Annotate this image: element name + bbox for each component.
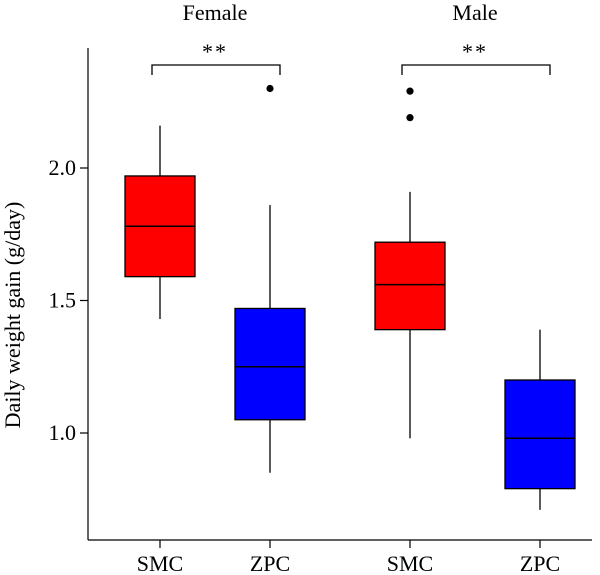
box-smc bbox=[374, 241, 446, 331]
significance-bracket bbox=[151, 64, 281, 75]
group-label: Male bbox=[452, 0, 497, 25]
box-zpc bbox=[234, 307, 306, 421]
outlier-point bbox=[406, 87, 414, 95]
significance-bracket bbox=[401, 64, 551, 75]
y-tick-label: 1.0 bbox=[49, 420, 77, 445]
y-tick-label: 2.0 bbox=[49, 155, 77, 180]
x-tick-label: SMC bbox=[387, 551, 433, 575]
significance-label: ** bbox=[202, 39, 228, 64]
x-tick-label: ZPC bbox=[250, 551, 290, 575]
axes-layer: 1.0 1.5 2.0 SMC ZPC SMC ZPC bbox=[49, 48, 592, 575]
box-zpc bbox=[504, 379, 576, 490]
outlier-point bbox=[266, 84, 274, 93]
x-tick-label: SMC bbox=[137, 551, 183, 575]
y-axis-title: Daily weight gain (g/day) bbox=[0, 202, 25, 429]
x-tick-label: ZPC bbox=[520, 551, 560, 575]
significance-label: ** bbox=[462, 39, 488, 64]
group-label: Female bbox=[183, 0, 248, 25]
outlier-point bbox=[406, 114, 414, 122]
y-tick-label: 1.5 bbox=[49, 288, 77, 313]
plot-layer: Female ** Male ** bbox=[124, 0, 576, 510]
